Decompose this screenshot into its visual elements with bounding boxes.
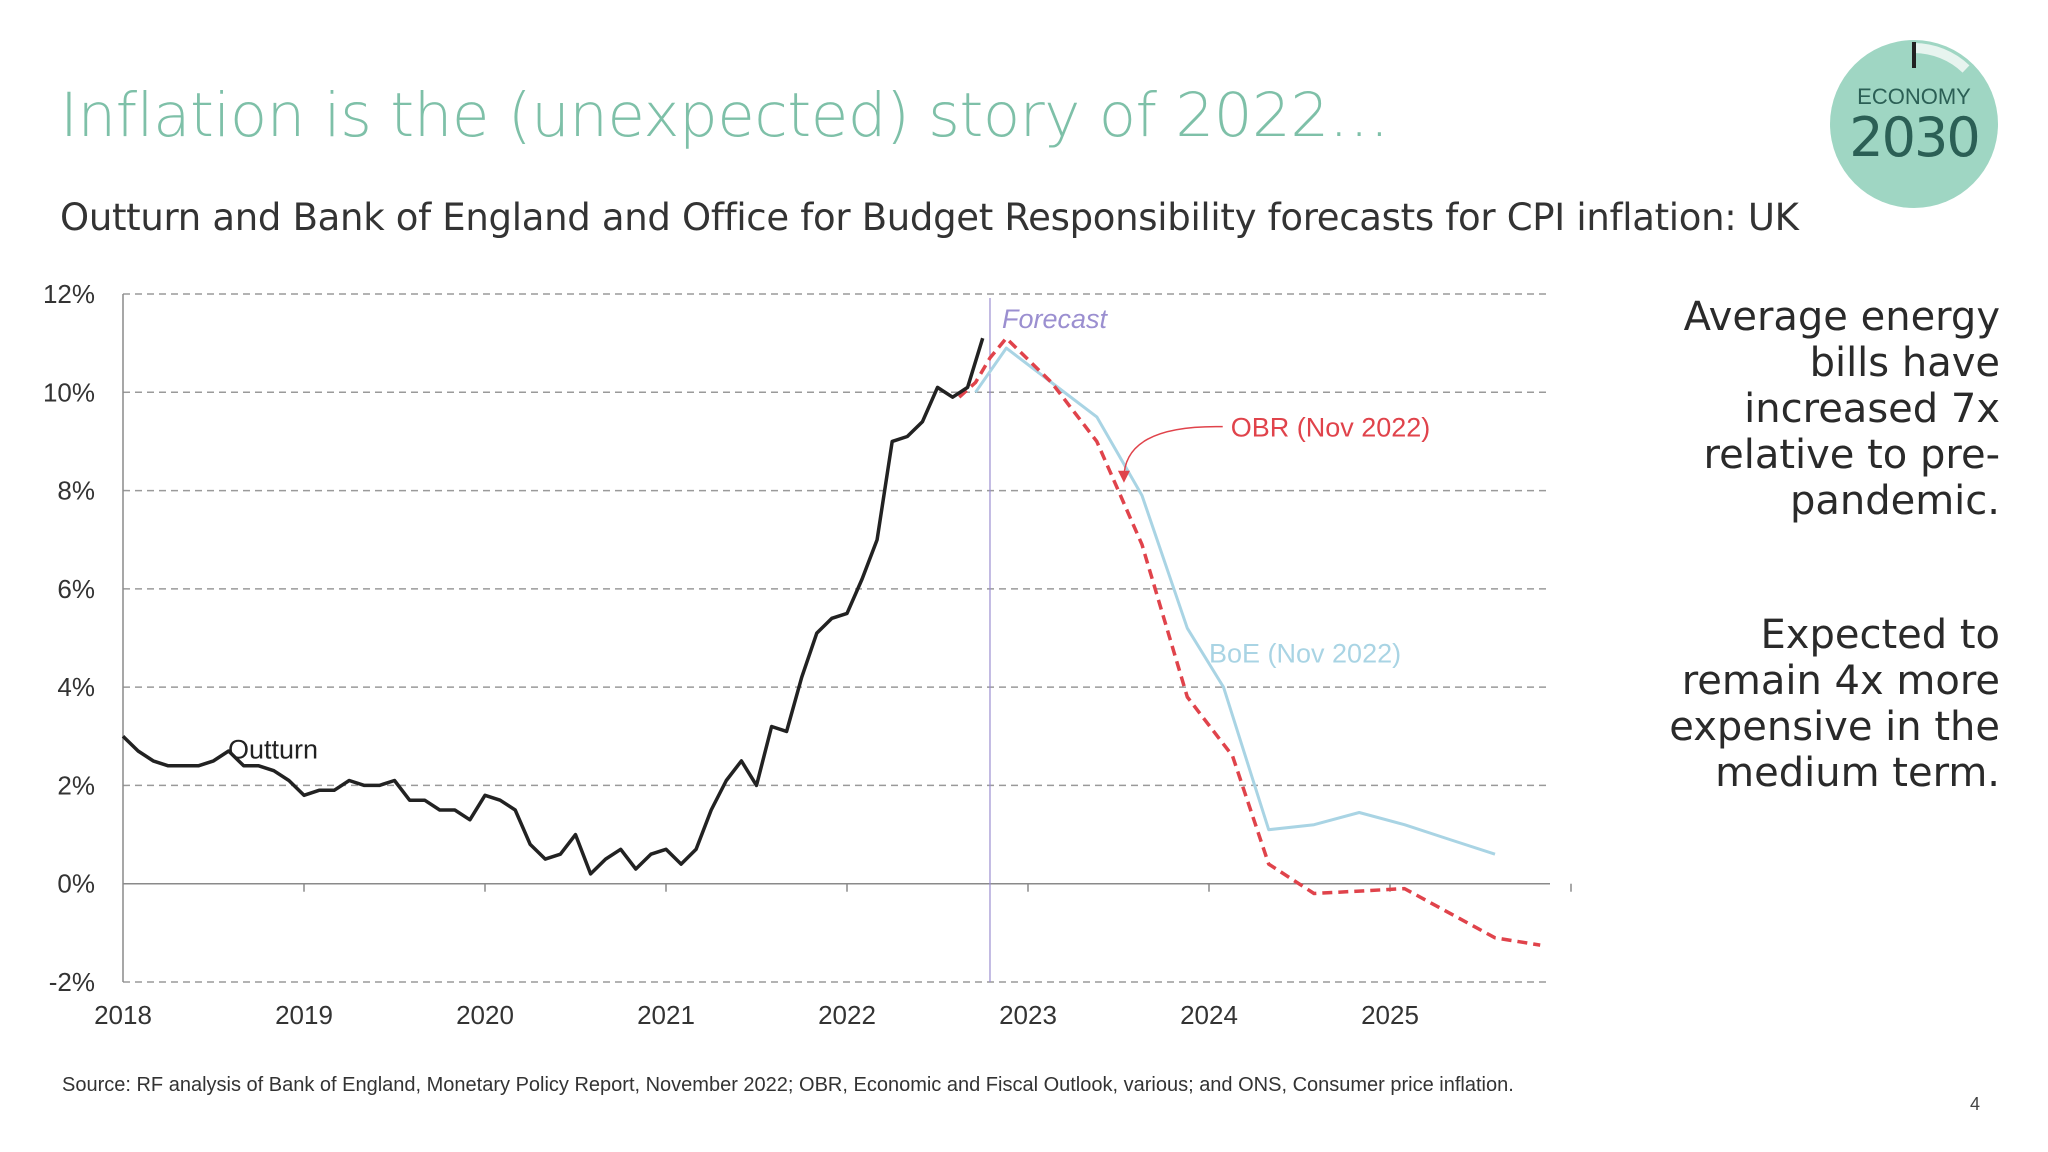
- obr-pointer-arrowhead-icon: [1117, 470, 1130, 483]
- y-tick-label: 0%: [57, 869, 95, 899]
- slide-title: Inflation is the (unexpected) story of 2…: [60, 80, 1390, 151]
- obr-pointer-line: [1123, 425, 1223, 481]
- x-tick-label: 2018: [94, 1000, 152, 1030]
- page-number: 4: [1970, 1094, 1981, 1114]
- y-tick-label: -2%: [49, 967, 95, 997]
- logo-year-text: 2030: [1849, 106, 1980, 169]
- x-tick-label: 2019: [275, 1000, 333, 1030]
- y-tick-label: 8%: [57, 476, 95, 506]
- y-tick-label: 10%: [43, 377, 95, 407]
- y-tick-label: 2%: [57, 770, 95, 800]
- chart-subtitle: Outturn and Bank of England and Office f…: [60, 196, 1799, 239]
- x-tick-label: 2022: [818, 1000, 876, 1030]
- expected-cost-note: Expected to remain 4x more expensive in …: [1669, 612, 2000, 796]
- y-tick-label: 12%: [43, 279, 95, 309]
- x-tick-label: 2024: [1180, 1000, 1238, 1030]
- logo-economy-text: ECONOMY: [1857, 84, 1971, 109]
- x-tick-label: 2025: [1361, 1000, 1419, 1030]
- energy-bills-note: Average energy bills have increased 7x r…: [1683, 294, 2000, 524]
- economy-2030-logo: ECONOMY 2030: [1830, 40, 1998, 208]
- forecast-label: Forecast: [1002, 304, 1109, 334]
- outturn-series-label: Outturn: [228, 735, 318, 765]
- boe-series-label: BoE (Nov 2022): [1209, 639, 1401, 669]
- logo-ring-icon: [1912, 42, 1970, 73]
- y-tick-label: 4%: [57, 672, 95, 702]
- source-note: Source: RF analysis of Bank of England, …: [62, 1074, 1514, 1096]
- x-tick-label: 2021: [637, 1000, 695, 1030]
- x-tick-label: 2023: [999, 1000, 1057, 1030]
- y-tick-label: 6%: [57, 574, 95, 604]
- boe-forecast-line: [974, 346, 1496, 856]
- x-tick-label: 2020: [456, 1000, 514, 1030]
- obr-series-label: OBR (Nov 2022): [1231, 413, 1431, 443]
- outturn-line: [121, 337, 985, 876]
